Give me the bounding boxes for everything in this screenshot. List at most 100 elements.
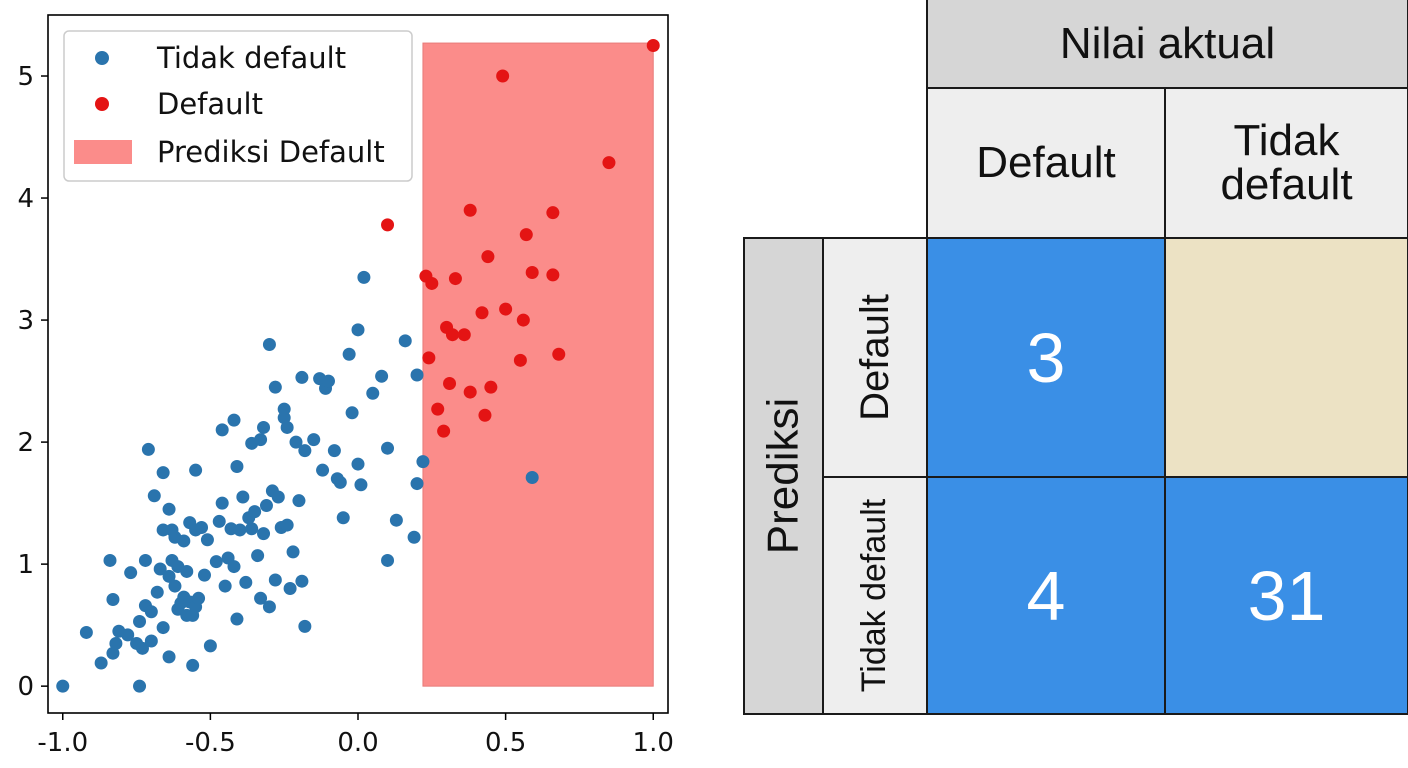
point-default bbox=[443, 377, 457, 391]
point-not-default bbox=[227, 560, 241, 574]
point-default bbox=[475, 306, 489, 320]
point-not-default bbox=[162, 650, 176, 664]
point-not-default bbox=[162, 569, 176, 583]
point-not-default bbox=[133, 679, 147, 693]
point-not-default bbox=[277, 402, 291, 416]
point-not-default bbox=[147, 489, 161, 503]
point-not-default bbox=[180, 564, 194, 578]
x-tick-label: 0.5 bbox=[485, 728, 526, 758]
x-axis-ticks: -1.0 -0.5 0.0 0.5 1.0 bbox=[37, 713, 674, 758]
point-not-default bbox=[257, 420, 271, 434]
point-not-default bbox=[351, 457, 365, 471]
row-header-not-default-label: Tidak default bbox=[855, 498, 894, 693]
point-not-default bbox=[342, 347, 356, 361]
point-not-default bbox=[292, 494, 306, 508]
row-header-not-default: Tidak default bbox=[822, 476, 928, 715]
point-not-default bbox=[215, 496, 229, 510]
point-not-default bbox=[389, 513, 403, 527]
point-default bbox=[431, 402, 445, 416]
legend-box bbox=[63, 30, 413, 182]
point-not-default bbox=[233, 523, 247, 537]
actual-value-title: Nilai aktual bbox=[1059, 18, 1276, 68]
point-not-default bbox=[168, 579, 182, 593]
point-not-default bbox=[381, 441, 395, 455]
x-tick-label: 1.0 bbox=[633, 728, 674, 758]
point-not-default bbox=[245, 522, 259, 536]
point-default bbox=[478, 408, 492, 422]
point-not-default bbox=[218, 579, 232, 593]
point-not-default bbox=[316, 463, 330, 477]
col-header-not-default-label: Tidak default bbox=[1220, 116, 1353, 209]
point-not-default bbox=[410, 368, 424, 382]
point-default bbox=[519, 228, 533, 242]
point-not-default bbox=[133, 614, 147, 628]
legend-marker-not-default bbox=[95, 51, 109, 65]
prediction-region bbox=[422, 42, 654, 687]
point-not-default bbox=[295, 574, 309, 588]
point-not-default bbox=[289, 435, 303, 449]
actual-value-header: Nilai aktual bbox=[926, 0, 1408, 89]
point-not-default bbox=[156, 466, 170, 480]
point-not-default bbox=[262, 600, 276, 614]
point-not-default bbox=[333, 475, 347, 489]
point-default bbox=[646, 39, 660, 53]
cell-false-positive bbox=[1164, 237, 1408, 478]
point-not-default bbox=[268, 380, 282, 394]
point-default bbox=[516, 313, 530, 327]
point-not-default bbox=[307, 433, 321, 447]
y-tick-label: 5 bbox=[17, 62, 34, 92]
point-not-default bbox=[203, 639, 217, 653]
scatter-points-layer bbox=[56, 39, 660, 693]
point-not-default bbox=[357, 270, 371, 284]
point-not-default bbox=[153, 562, 167, 576]
point-not-default bbox=[262, 337, 276, 351]
col-header-not-default: Tidak default bbox=[1164, 87, 1408, 239]
point-not-default bbox=[366, 386, 380, 400]
point-not-default bbox=[345, 406, 359, 420]
x-tick-label: 0.0 bbox=[337, 728, 378, 758]
col-header-default-label: Default bbox=[976, 138, 1116, 187]
point-not-default bbox=[94, 656, 108, 670]
point-not-default bbox=[156, 621, 170, 635]
point-not-default bbox=[230, 460, 244, 474]
point-default bbox=[513, 353, 527, 367]
point-not-default bbox=[239, 575, 253, 589]
cell-true-negative-value: 31 bbox=[1247, 556, 1326, 635]
point-not-default bbox=[109, 636, 123, 650]
point-not-default bbox=[254, 433, 268, 447]
point-not-default bbox=[286, 545, 300, 559]
point-not-default bbox=[121, 628, 135, 642]
point-not-default bbox=[268, 573, 282, 587]
point-not-default bbox=[144, 634, 158, 648]
prediction-region-layer bbox=[422, 42, 654, 687]
point-not-default bbox=[135, 641, 149, 655]
legend-label-not-default: Tidak default bbox=[156, 41, 346, 75]
point-not-default bbox=[103, 553, 117, 567]
point-default bbox=[457, 328, 471, 342]
point-not-default bbox=[124, 566, 138, 580]
point-not-default bbox=[227, 413, 241, 427]
point-default bbox=[496, 69, 510, 83]
point-not-default bbox=[375, 369, 389, 383]
point-not-default bbox=[298, 619, 312, 633]
point-not-default bbox=[381, 553, 395, 567]
point-default bbox=[602, 156, 616, 170]
point-not-default bbox=[200, 533, 214, 547]
point-not-default bbox=[407, 530, 421, 544]
legend-marker-predict bbox=[74, 140, 132, 164]
y-axis-ticks: 0 1 2 3 4 5 bbox=[17, 62, 48, 702]
point-default bbox=[437, 424, 451, 438]
legend-label-predict: Prediksi Default bbox=[157, 135, 385, 169]
point-default bbox=[481, 250, 495, 264]
point-not-default bbox=[79, 625, 93, 639]
point-not-default bbox=[141, 442, 155, 456]
row-header-default-label: Default bbox=[852, 294, 897, 421]
point-not-default bbox=[192, 591, 206, 605]
point-not-default bbox=[271, 490, 285, 504]
legend-marker-default bbox=[95, 97, 109, 111]
point-default bbox=[546, 206, 560, 220]
x-tick-label: -0.5 bbox=[185, 728, 236, 758]
point-default bbox=[440, 320, 454, 334]
point-not-default bbox=[144, 605, 158, 619]
point-not-default bbox=[150, 585, 164, 599]
